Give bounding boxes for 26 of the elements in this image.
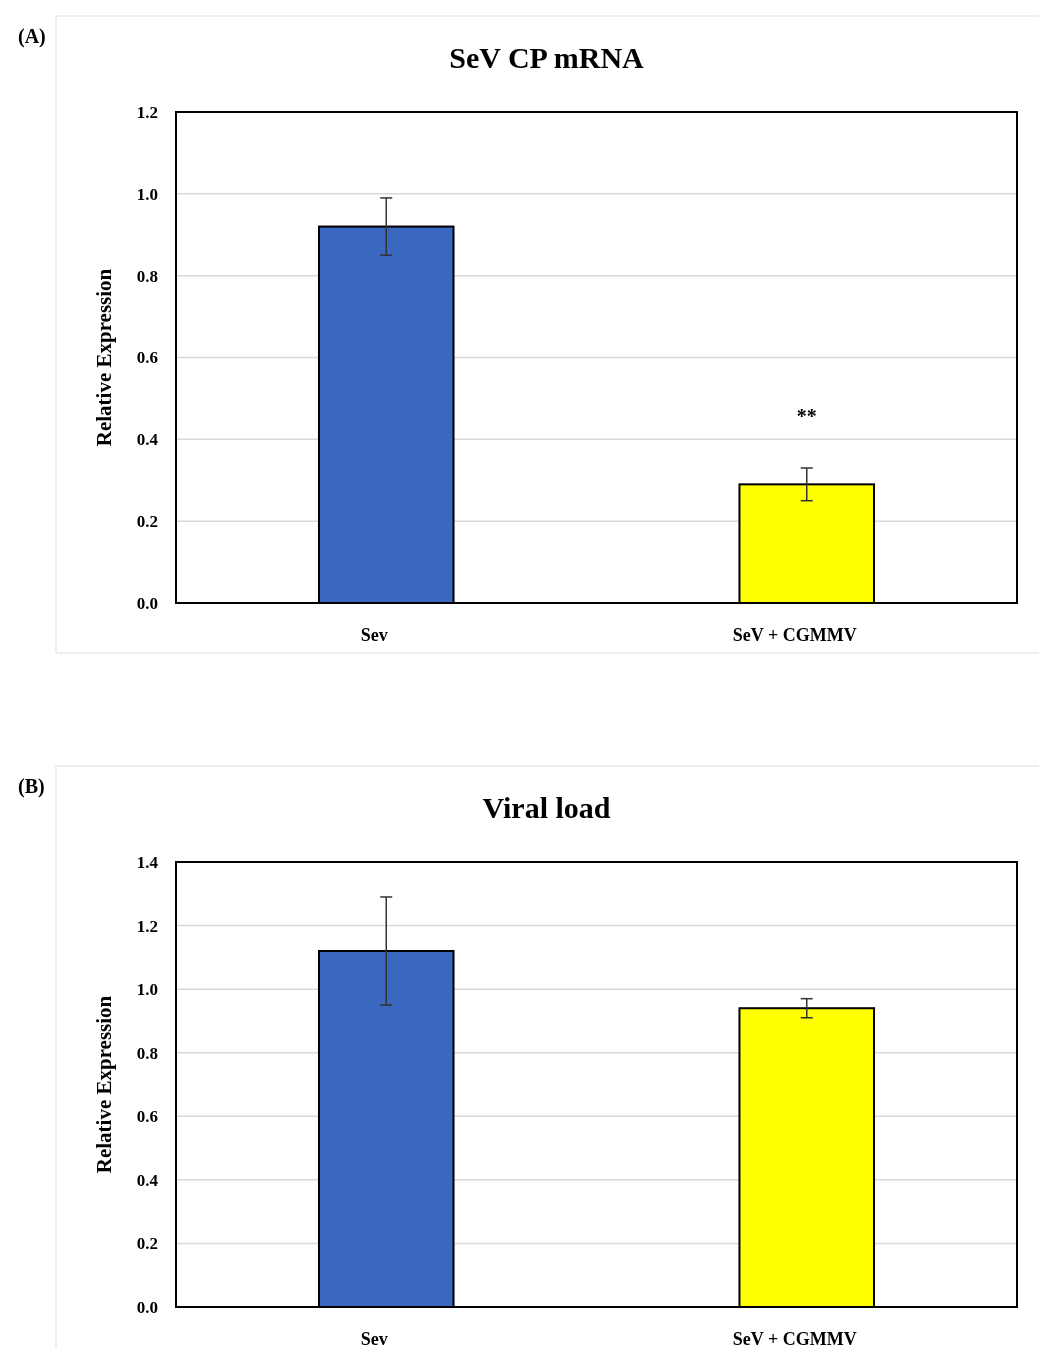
y-tick-label: 0.6	[136, 348, 158, 368]
y-tick-label: 1.2	[136, 916, 158, 936]
y-tick-label: 0.8	[136, 1043, 158, 1063]
y-axis-title: Relative Expression	[92, 995, 116, 1174]
text: (B)	[18, 775, 45, 798]
y-tick-label: 1.0	[136, 980, 158, 1000]
y-tick-label: 0.4	[136, 430, 159, 450]
y-tick-label: 1.0	[136, 184, 158, 204]
y-tick-label: 0.8	[136, 266, 158, 286]
annotation: **	[796, 404, 817, 427]
y-tick-label: 0.0	[136, 1297, 158, 1317]
y-tick-label: 0.2	[136, 1234, 158, 1254]
y-tick-label: 1.4	[136, 852, 159, 872]
x-tick-label: Sev	[360, 625, 388, 645]
y-axis-title: Relative Expression	[92, 268, 116, 447]
x-tick-label: SeV + CGMMV	[732, 625, 857, 645]
y-tick-label: 0.4	[136, 1170, 159, 1190]
x-tick-label: SeV + CGMMV	[732, 1329, 857, 1349]
y-tick-label: 0.2	[136, 512, 158, 532]
y-tick-label: 1.2	[136, 102, 158, 122]
chart-title: SeV CP mRNA	[449, 41, 645, 74]
text: (A)	[18, 25, 46, 48]
chart-title: Viral load	[482, 791, 611, 824]
y-tick-label: 0.6	[136, 1107, 158, 1127]
x-tick-label: Sev	[360, 1329, 388, 1349]
y-tick-label: 0.0	[136, 593, 158, 613]
